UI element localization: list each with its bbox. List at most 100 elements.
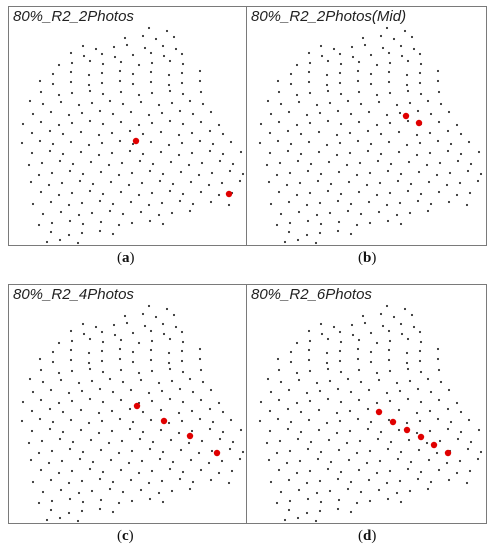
camera-point bbox=[386, 447, 390, 451]
camera-point bbox=[356, 69, 360, 73]
camera-point bbox=[208, 427, 212, 431]
camera-point bbox=[181, 122, 185, 126]
camera-point bbox=[119, 468, 123, 472]
camera-point bbox=[337, 220, 341, 224]
camera-point bbox=[476, 457, 480, 461]
camera-point bbox=[455, 471, 459, 475]
camera-point bbox=[217, 401, 221, 405]
camera-point bbox=[468, 469, 472, 473]
camera-point bbox=[267, 180, 271, 184]
camera-point bbox=[241, 450, 245, 454]
camera-point bbox=[283, 518, 287, 522]
camera-point bbox=[199, 120, 203, 124]
camera-point bbox=[227, 203, 231, 207]
camera-point bbox=[427, 180, 431, 184]
camera-point bbox=[279, 490, 283, 494]
panel-c: 80%_R2_4Photos bbox=[8, 284, 247, 524]
camera-point bbox=[51, 72, 55, 76]
camera-point bbox=[445, 183, 449, 187]
camera-point bbox=[208, 149, 212, 153]
camera-point bbox=[37, 501, 41, 505]
camera-point bbox=[279, 212, 283, 216]
camera-point bbox=[419, 470, 423, 474]
camera-point bbox=[305, 511, 309, 515]
camera-point bbox=[410, 313, 414, 317]
camera-point bbox=[58, 238, 62, 242]
caption-close: ) bbox=[371, 528, 377, 544]
camera-point bbox=[37, 223, 41, 227]
camera-point bbox=[88, 467, 92, 471]
camera-point bbox=[77, 103, 81, 107]
camera-point bbox=[339, 340, 343, 344]
caption-letter: b bbox=[363, 250, 372, 266]
camera-point bbox=[436, 79, 440, 83]
camera-point bbox=[49, 230, 53, 234]
camera-point bbox=[187, 441, 191, 445]
selected-photo-point bbox=[132, 137, 140, 145]
camera-point bbox=[398, 389, 402, 393]
camera-point bbox=[127, 183, 131, 187]
camera-point bbox=[181, 62, 185, 66]
camera-point bbox=[332, 47, 336, 51]
camera-point bbox=[297, 488, 301, 492]
camera-point bbox=[419, 62, 423, 66]
camera-point bbox=[30, 151, 34, 155]
camera-point bbox=[287, 110, 291, 114]
camera-point bbox=[325, 351, 329, 355]
camera-point bbox=[377, 100, 381, 104]
camera-point bbox=[139, 210, 143, 214]
camera-point bbox=[48, 129, 52, 133]
camera-point bbox=[28, 377, 32, 381]
camera-point bbox=[110, 131, 114, 135]
camera-point bbox=[113, 55, 117, 59]
camera-point bbox=[131, 420, 135, 424]
selected-photo-point bbox=[403, 426, 411, 434]
camera-point bbox=[467, 418, 471, 422]
camera-point bbox=[121, 212, 125, 216]
camera-point bbox=[388, 399, 392, 403]
camera-point bbox=[408, 211, 412, 215]
camera-point bbox=[131, 142, 135, 146]
camera-point bbox=[197, 173, 201, 177]
camera-point bbox=[295, 193, 299, 197]
camera-point bbox=[388, 61, 392, 65]
camera-point bbox=[40, 161, 44, 165]
camera-point bbox=[367, 200, 371, 204]
camera-point bbox=[408, 379, 412, 383]
camera-point bbox=[147, 304, 151, 308]
camera-point bbox=[357, 398, 361, 402]
camera-point bbox=[168, 397, 172, 401]
camera-point bbox=[381, 46, 385, 50]
camera-point bbox=[465, 481, 469, 485]
camera-point bbox=[68, 447, 72, 451]
camera-point bbox=[407, 160, 411, 164]
camera-point bbox=[436, 357, 440, 361]
camera-point bbox=[428, 151, 432, 155]
selected-photo-point bbox=[375, 408, 383, 416]
camera-point bbox=[405, 351, 409, 355]
camera-point bbox=[181, 400, 185, 404]
camera-point bbox=[69, 70, 73, 74]
camera-point bbox=[197, 451, 201, 455]
camera-point bbox=[375, 471, 379, 475]
camera-point bbox=[139, 378, 143, 382]
camera-point bbox=[111, 202, 115, 206]
camera-point bbox=[98, 507, 102, 511]
camera-point bbox=[277, 468, 281, 472]
camera-point bbox=[329, 182, 333, 186]
camera-point bbox=[406, 467, 410, 471]
camera-point bbox=[299, 410, 303, 414]
camera-point bbox=[131, 331, 135, 335]
camera-point bbox=[325, 361, 329, 365]
camera-point bbox=[118, 417, 122, 421]
camera-point bbox=[315, 213, 319, 217]
camera-point bbox=[191, 112, 195, 116]
camera-point bbox=[137, 341, 141, 345]
camera-point bbox=[57, 123, 61, 127]
camera-point bbox=[189, 458, 193, 462]
camera-point bbox=[188, 377, 192, 381]
camera-point bbox=[228, 169, 232, 173]
camera-point bbox=[38, 357, 42, 361]
camera-point bbox=[456, 159, 460, 163]
point-field-c bbox=[20, 304, 245, 523]
